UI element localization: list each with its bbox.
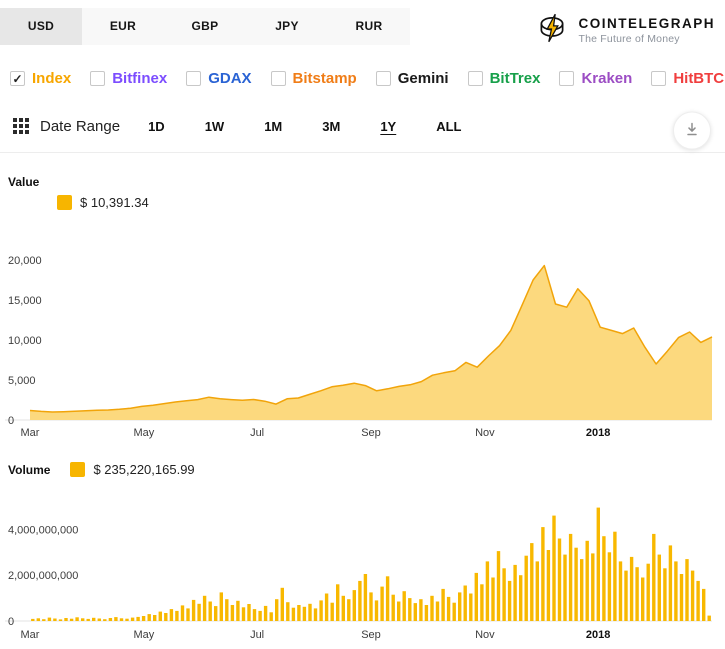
date-range-row: Date Range 1D 1W 1M 3M 1Y ALL — [0, 100, 725, 153]
range-option-1y[interactable]: 1Y — [380, 118, 397, 134]
svg-text:2018: 2018 — [586, 629, 610, 641]
svg-text:Jul: Jul — [250, 427, 264, 439]
logo-tagline: The Future of Money — [578, 33, 680, 45]
checkbox-bitstamp[interactable] — [270, 70, 286, 86]
exchange-toggle-hitbtc[interactable]: HitBTC — [651, 70, 724, 87]
logo-text: COINTELEGRAPH The Future of Money — [578, 16, 715, 45]
exchange-toggle-index[interactable]: ✓ Index — [10, 70, 71, 87]
exchange-label: Kraken — [581, 69, 633, 87]
svg-text:0: 0 — [8, 616, 14, 628]
exchange-label: Gemini — [397, 69, 449, 87]
exchange-label: HitBTC — [673, 69, 725, 87]
range-option-all[interactable]: ALL — [436, 118, 462, 134]
cointelegraph-logo: COINTELEGRAPH The Future of Money — [535, 11, 715, 50]
download-icon — [684, 121, 700, 140]
exchange-label: BitTrex — [489, 69, 541, 87]
checkbox-gemini[interactable] — [375, 70, 391, 86]
top-bar: USD EUR GBP JPY RUR COINTELEGRAPH The Future… — [0, 8, 725, 50]
volume-legend-swatch — [70, 462, 86, 477]
date-range-label: Date Range — [40, 117, 121, 135]
currency-tabs: USD EUR GBP JPY RUR — [0, 8, 410, 45]
exchange-toggle-bittrex[interactable]: BitTrex — [467, 69, 541, 87]
currency-tab-usd[interactable]: USD — [0, 8, 82, 45]
svg-text:Nov: Nov — [475, 629, 495, 641]
volume-legend-title: Volume — [8, 462, 51, 477]
svg-text:10,000: 10,000 — [8, 335, 42, 347]
current-volume-value: $ 235,220,165.99 — [93, 462, 195, 477]
checkbox-kraken[interactable] — [559, 70, 575, 86]
exchange-toggle-bitstamp[interactable]: Bitstamp — [270, 69, 357, 87]
calendar-icon — [12, 117, 30, 135]
svg-text:Sep: Sep — [361, 629, 381, 641]
exchange-label: Bitfinex — [112, 69, 168, 87]
svg-text:4,000,000,000: 4,000,000,000 — [8, 524, 78, 536]
svg-text:Nov: Nov — [475, 427, 495, 439]
svg-text:5,000: 5,000 — [8, 375, 36, 387]
price-legend-line: $ 10,391.34 — [57, 195, 725, 210]
price-legend-title: Value — [8, 175, 40, 189]
checkbox-gdax[interactable] — [186, 70, 202, 86]
range-option-1m[interactable]: 1M — [264, 118, 283, 134]
range-option-1w[interactable]: 1W — [204, 118, 225, 134]
svg-text:0: 0 — [8, 415, 14, 427]
exchange-label: GDAX — [208, 69, 252, 87]
checkbox-index[interactable]: ✓ — [10, 70, 25, 86]
exchange-toggle-gdax[interactable]: GDAX — [186, 69, 252, 87]
exchange-toggle-kraken[interactable]: Kraken — [559, 70, 632, 87]
range-options: 1D 1W 1M 3M 1Y ALL — [148, 119, 461, 134]
exchange-filter-row: ✓ Index Bitfinex GDAX Bitstamp Gemini BitTrex K… — [0, 66, 725, 90]
logo-title: COINTELEGRAPH — [578, 16, 715, 31]
svg-text:2,000,000,000: 2,000,000,000 — [8, 570, 78, 582]
svg-text:Sep: Sep — [361, 427, 381, 439]
currency-tab-gbp[interactable]: GBP — [191, 19, 219, 33]
price-area-chart: 0 5,000 10,000 15,000 20,000 Mar May Jul Sep Nov 2… — [5, 255, 713, 439]
checkbox-bitfinex[interactable] — [90, 70, 106, 86]
svg-text:Jul: Jul — [250, 629, 264, 641]
price-legend-swatch — [57, 195, 72, 210]
svg-text:May: May — [134, 427, 155, 439]
range-option-1d[interactable]: 1D — [148, 118, 165, 134]
coin-stack-lightning-icon — [535, 11, 569, 50]
download-button[interactable] — [673, 111, 711, 150]
exchange-toggle-bitfinex[interactable]: Bitfinex — [90, 70, 167, 87]
currency-tab-eur[interactable]: EUR — [109, 19, 137, 33]
svg-text:20,000: 20,000 — [8, 255, 42, 267]
checkbox-bittrex[interactable] — [467, 70, 483, 86]
currency-tab-rur[interactable]: RUR — [355, 19, 383, 33]
exchange-toggle-gemini[interactable]: Gemini — [375, 69, 449, 87]
range-option-3m[interactable]: 3M — [322, 118, 341, 134]
currency-tab-jpy[interactable]: JPY — [275, 19, 299, 33]
volume-legend: Volume $ 235,220,165.99 — [0, 462, 725, 477]
price-legend: Value $ 10,391.34 — [0, 175, 725, 210]
svg-text:Mar: Mar — [21, 427, 40, 439]
svg-text:15,000: 15,000 — [8, 295, 42, 307]
current-price-value: $ 10,391.34 — [80, 195, 149, 210]
svg-text:Mar: Mar — [21, 629, 40, 641]
exchange-label: Index — [32, 69, 72, 87]
checkbox-hitbtc[interactable] — [651, 70, 667, 86]
volume-bar-chart: 0 2,000,000,000 4,000,000,000 Mar May Jul Sep N… — [5, 507, 712, 641]
svg-text:2018: 2018 — [586, 427, 610, 439]
exchange-label: Bitstamp — [292, 69, 357, 87]
svg-text:May: May — [134, 629, 155, 641]
